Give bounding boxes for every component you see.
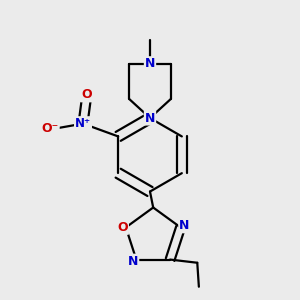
Text: N: N [128,255,138,268]
Text: N: N [145,57,155,70]
Text: O⁻: O⁻ [41,122,59,135]
Text: N: N [145,112,155,124]
Text: O: O [81,88,92,101]
Text: O: O [117,221,128,234]
Text: N⁺: N⁺ [75,117,91,130]
Text: N: N [179,219,190,232]
